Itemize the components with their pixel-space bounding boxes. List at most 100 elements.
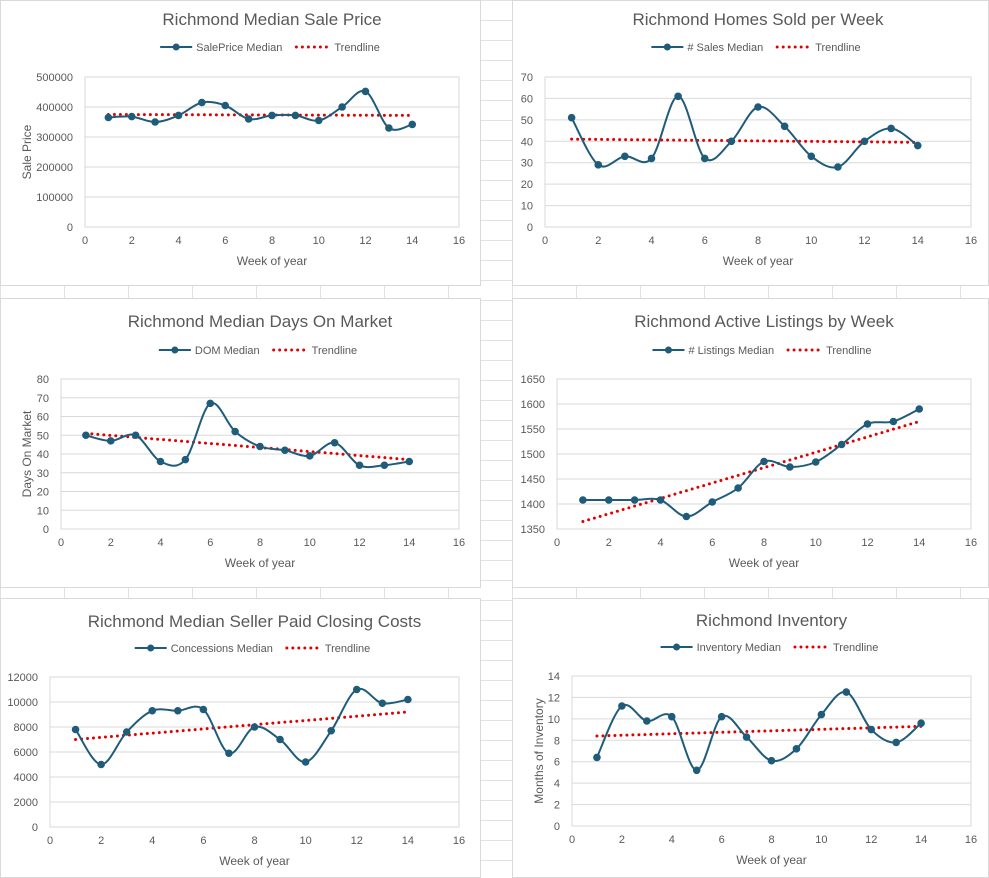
data-point[interactable] [708,498,717,506]
data-point[interactable] [807,152,816,161]
data-point[interactable] [231,427,239,436]
data-point[interactable] [811,458,820,466]
trendline [106,113,414,117]
data-point[interactable] [71,725,80,734]
data-point[interactable] [404,695,412,704]
data-point[interactable] [674,92,682,101]
data-point[interactable] [837,440,846,449]
data-point[interactable] [206,399,215,408]
chart-inventory[interactable]: Richmond Inventory Inventory Median Trendl… [512,598,989,878]
data-point[interactable] [174,111,183,120]
data-point[interactable] [352,685,361,694]
data-point[interactable] [276,735,284,744]
data-point[interactable] [301,758,310,766]
data-point[interactable] [643,717,651,725]
chart-sale-price[interactable]: Richmond Median Sale Price SalePrice Medi… [0,0,481,286]
data-point[interactable] [256,442,264,451]
data-point[interactable] [156,457,165,466]
data-point[interactable] [682,512,691,521]
data-point[interactable] [692,766,701,775]
data-point[interactable] [122,728,131,736]
data-point[interactable] [700,154,709,163]
data-point[interactable] [385,124,393,132]
data-point[interactable] [792,745,801,753]
data-point[interactable] [314,116,323,125]
data-point[interactable] [127,112,136,121]
data-point[interactable] [604,496,613,504]
data-point[interactable] [786,463,794,471]
data-point[interactable] [97,760,105,769]
data-point[interactable] [630,496,639,504]
data-point[interactable] [131,431,140,440]
data-point[interactable] [291,111,300,120]
data-point[interactable] [221,101,230,110]
data-point[interactable] [82,431,90,440]
data-point[interactable] [842,688,851,696]
data-point[interactable] [567,113,576,122]
data-point[interactable] [754,103,762,111]
data-point[interactable] [106,437,115,445]
data-point[interactable] [305,452,314,460]
data-point[interactable] [408,120,417,129]
data-point[interactable] [593,753,601,762]
legend: Concessions Median Trendline [134,643,370,655]
data-point[interactable] [867,725,876,734]
x-tick-label: 6 [200,835,206,847]
data-point[interactable] [198,98,206,107]
data-point[interactable] [361,87,370,96]
plot-area [544,76,972,228]
chart-closing-costs[interactable]: Richmond Median Seller Paid Closing Cost… [0,598,481,878]
chart-active-listings[interactable]: Richmond Active Listings by Week # Listin… [512,298,989,588]
data-point[interactable] [281,446,289,455]
chart-days-on-market[interactable]: Richmond Median Days On Market DOM Median… [0,298,481,588]
data-point[interactable] [151,118,159,126]
data-point[interactable] [734,484,742,492]
data-point[interactable] [834,163,842,171]
data-point[interactable] [817,710,826,719]
data-point[interactable] [889,417,898,426]
data-point[interactable] [621,152,629,161]
data-point[interactable] [244,115,253,123]
data-point[interactable] [915,405,924,413]
data-point[interactable] [618,702,626,710]
data-point[interactable] [656,496,665,504]
data-point[interactable] [338,103,346,111]
data-point[interactable] [727,137,736,146]
data-point[interactable] [225,749,233,758]
x-tick-label: 6 [709,537,715,549]
data-point[interactable] [378,699,387,708]
data-point[interactable] [355,461,364,470]
data-point[interactable] [327,726,335,735]
data-point[interactable] [863,420,872,428]
data-point[interactable] [104,113,113,122]
data-point[interactable] [717,712,726,721]
data-point[interactable] [892,738,900,747]
data-point[interactable] [594,161,603,169]
data-point[interactable] [579,496,587,504]
data-point[interactable] [913,141,922,150]
data-point[interactable] [174,706,182,715]
data-point[interactable] [647,154,656,163]
data-point[interactable] [917,719,925,727]
x-tick-label: 0 [569,834,575,846]
data-point[interactable] [760,457,768,466]
data-point[interactable] [742,733,751,741]
data-point[interactable] [860,137,869,146]
data-point[interactable] [887,124,895,133]
data-point[interactable] [380,461,389,470]
chart-homes-sold[interactable]: Richmond Homes Sold per Week # Sales Medi… [512,0,989,286]
data-point[interactable] [780,122,789,131]
data-point[interactable] [250,723,259,731]
data-point[interactable] [199,705,208,714]
x-axis-label: Week of year [729,556,799,570]
y-tick-label: 40 [521,136,533,148]
data-point[interactable] [667,712,676,721]
data-point[interactable] [330,438,339,447]
data-point[interactable] [148,706,157,715]
plot-area [60,378,460,530]
y-tick-label: 50 [521,115,533,127]
data-point[interactable] [767,756,776,765]
data-point[interactable] [268,111,276,120]
data-point[interactable] [181,455,190,464]
data-point[interactable] [405,457,414,466]
